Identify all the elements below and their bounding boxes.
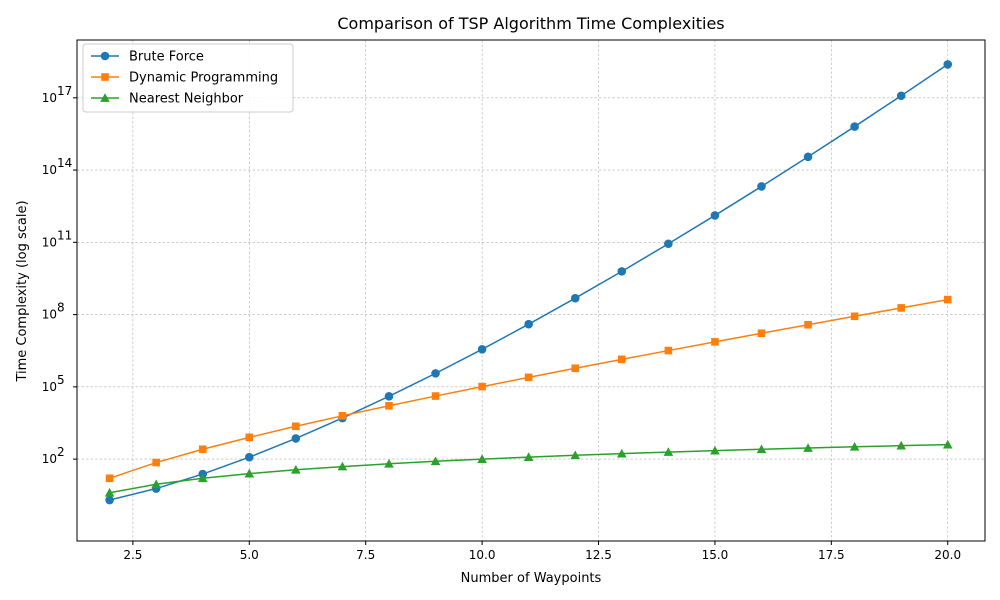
legend-item: Brute Force (91, 50, 204, 65)
y-tick-exponent: 11 (57, 228, 72, 242)
data-point (477, 454, 487, 463)
data-point (850, 122, 859, 131)
y-tick-exponent: 8 (57, 301, 65, 315)
data-point (663, 447, 674, 456)
x-tick-label: 15.0 (702, 548, 729, 562)
data-point (850, 312, 859, 321)
data-point (757, 329, 766, 338)
data-point (897, 304, 905, 312)
data-point (571, 364, 580, 373)
chart-title: Comparison of TSP Algorithm Time Complex… (337, 14, 724, 33)
legend-marker (101, 73, 109, 81)
data-point (849, 442, 860, 451)
data-point (105, 495, 114, 505)
data-point (524, 373, 533, 382)
data-point (570, 293, 580, 303)
data-point (617, 267, 627, 276)
data-point (244, 452, 254, 462)
y-tick-exponent: 2 (57, 445, 65, 459)
data-point (710, 445, 720, 455)
data-point (244, 468, 255, 478)
data-point (104, 487, 115, 497)
data-point (617, 448, 627, 458)
y-axis-label: Time Complexity (log scale) (15, 200, 30, 382)
data-point (943, 60, 953, 69)
data-point (757, 182, 766, 191)
data-point (245, 433, 254, 442)
legend-marker (100, 51, 110, 61)
legend-label: Brute Force (129, 50, 204, 65)
data-point (477, 344, 487, 354)
data-point (151, 479, 161, 489)
x-axis-label: Number of Waypoints (461, 571, 602, 586)
data-point (292, 422, 300, 431)
data-point (291, 464, 301, 474)
x-tick-label: 5.0 (240, 548, 259, 562)
y-tick-label: 10 (42, 235, 57, 249)
legend: Brute Force Dynamic Programming Nearest Ne… (82, 43, 294, 113)
data-point (431, 392, 440, 400)
y-tick-exponent: 17 (57, 84, 72, 98)
legend-marker (100, 93, 110, 102)
data-point (756, 444, 767, 454)
data-point (197, 473, 208, 483)
series-nearest-neighbor (104, 439, 953, 497)
data-point (431, 369, 440, 378)
data-point (338, 412, 347, 420)
data-point (711, 338, 719, 346)
data-point (618, 355, 626, 364)
legend-label: Nearest Neighbor (129, 92, 244, 107)
data-point (152, 458, 160, 467)
series-dynamic-programming (105, 295, 952, 483)
y-tick-exponent: 14 (57, 156, 72, 170)
y-tick-label: 10 (42, 308, 57, 322)
data-point (337, 461, 348, 471)
data-point (896, 440, 906, 450)
data-point (523, 452, 534, 461)
data-point (385, 401, 393, 410)
x-tick-label: 12.5 (585, 548, 612, 562)
data-point (803, 152, 813, 162)
data-point (896, 91, 906, 101)
data-point (570, 450, 581, 460)
data-point (710, 211, 720, 220)
y-tick-label: 10 (42, 91, 57, 105)
x-tick-label: 7.5 (356, 548, 375, 562)
data-point (524, 319, 533, 329)
data-point (804, 320, 812, 329)
grid (77, 40, 985, 541)
series-layer (104, 60, 953, 505)
data-point (291, 434, 301, 443)
legend-label: Dynamic Programming (129, 71, 278, 86)
data-point (664, 239, 673, 249)
y-tick-label: 10 (42, 452, 57, 466)
data-point (942, 439, 953, 449)
x-tick-label: 17.5 (818, 548, 845, 562)
y-tick-label: 10 (42, 380, 57, 394)
data-point (803, 443, 813, 452)
data-point (664, 346, 673, 355)
y-tick-exponent: 5 (57, 373, 65, 387)
data-point (384, 458, 394, 468)
x-tick-label: 20.0 (934, 548, 961, 562)
data-point (430, 456, 441, 466)
y-tick-label: 10 (42, 163, 57, 177)
data-point (943, 295, 952, 304)
legend-item: Dynamic Programming (91, 71, 278, 86)
x-tick-label: 2.5 (123, 548, 142, 562)
x-tick-label: 10.0 (469, 548, 496, 562)
plot-frame (76, 39, 986, 542)
data-point (198, 445, 207, 454)
data-point (105, 474, 114, 483)
legend-box (82, 43, 294, 113)
data-point (478, 382, 486, 391)
legend-item: Nearest Neighbor (91, 92, 244, 107)
data-point (384, 392, 394, 401)
